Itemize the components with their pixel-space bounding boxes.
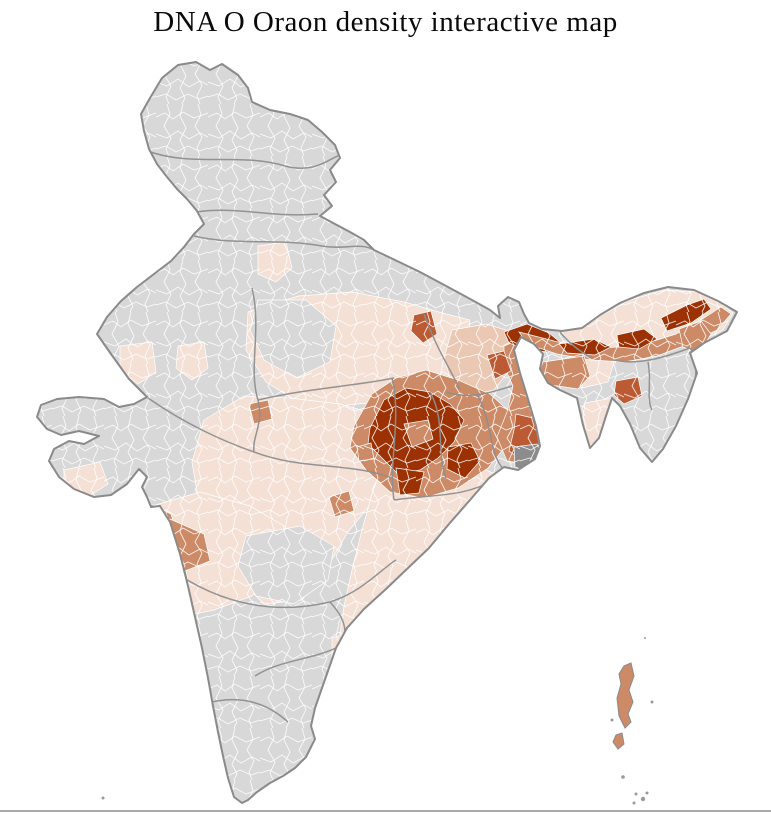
small-island-dot <box>640 796 646 802</box>
small-island-dot <box>610 718 614 722</box>
page-title: DNA O Oraon density interactive map <box>153 6 618 38</box>
small-island-dot <box>634 792 638 796</box>
bottom-divider <box>0 810 771 812</box>
island-regions: Andaman Islands <box>612 662 635 750</box>
small-island-dot <box>621 775 625 779</box>
small-island-dot <box>645 791 649 795</box>
small-island-dot <box>632 801 636 805</box>
country-outline <box>36 61 738 804</box>
small-island-dot <box>650 700 654 704</box>
small-island-dot <box>644 637 646 639</box>
small-island-dot <box>101 796 105 800</box>
region-andaman-islands[interactable]: Andaman Islands <box>612 662 635 750</box>
district-borders-mesh <box>37 62 737 803</box>
